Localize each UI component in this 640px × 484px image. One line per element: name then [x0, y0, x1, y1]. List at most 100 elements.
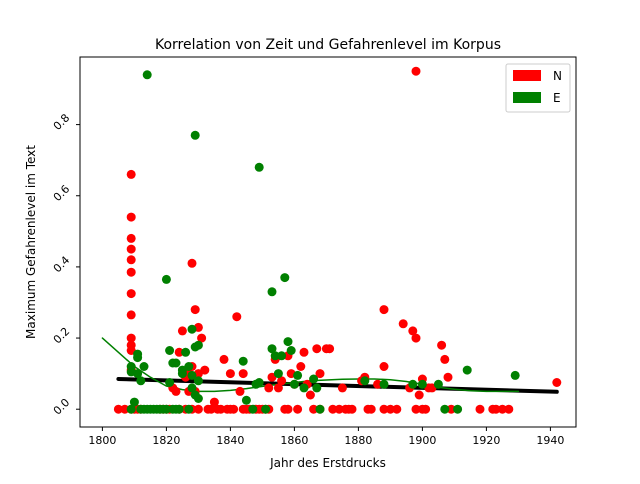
data-point	[187, 383, 197, 393]
data-point	[398, 319, 408, 329]
x-tick-label: 1940	[536, 434, 564, 447]
data-point	[190, 305, 200, 315]
data-point	[417, 379, 427, 389]
data-point	[261, 404, 271, 414]
data-point	[411, 333, 421, 343]
data-point	[510, 370, 520, 380]
data-point	[187, 258, 197, 268]
legend-swatch	[513, 92, 541, 103]
data-point	[309, 404, 319, 414]
x-axis: 1800 1820 1840 1860 1880 1900 1920 1940	[88, 427, 564, 447]
data-point	[347, 404, 357, 414]
data-point	[277, 351, 287, 361]
data-point	[184, 362, 194, 371]
data-point	[120, 404, 130, 414]
data-point	[216, 404, 226, 414]
data-point	[193, 394, 203, 403]
data-point	[392, 404, 402, 414]
axes-background	[80, 57, 576, 427]
data-point	[267, 287, 277, 297]
legend-swatch	[513, 70, 541, 81]
chart-title: Korrelation von Zeit und Gefahrenlevel i…	[155, 37, 501, 53]
data-point	[177, 369, 187, 379]
data-point	[334, 404, 344, 414]
data-point	[139, 362, 149, 371]
data-point	[219, 354, 229, 364]
data-point	[171, 358, 181, 368]
data-point	[129, 397, 139, 407]
data-point	[225, 369, 235, 379]
data-point	[165, 378, 175, 387]
data-point	[161, 274, 171, 284]
data-point	[309, 374, 319, 384]
data-point	[209, 397, 219, 407]
legend-entries: NE	[513, 69, 562, 105]
x-axis-label: Jahr des Erstdrucks	[269, 456, 386, 470]
data-point	[165, 346, 175, 355]
data-point	[206, 404, 216, 414]
data-point	[289, 379, 299, 389]
data-point	[408, 379, 418, 389]
data-point	[411, 66, 421, 76]
data-point	[229, 404, 239, 414]
data-point	[238, 369, 248, 379]
x-tick-label: 1840	[216, 434, 244, 447]
data-point	[296, 362, 306, 371]
data-point	[373, 379, 383, 389]
data-point	[235, 386, 245, 396]
data-point	[126, 404, 136, 414]
data-point	[133, 369, 143, 379]
data-point	[264, 383, 274, 393]
data-point	[312, 383, 322, 393]
data-point	[437, 340, 447, 350]
data-points	[113, 66, 562, 414]
data-point	[184, 404, 194, 414]
data-point	[337, 383, 347, 393]
data-point	[366, 404, 376, 414]
data-point	[270, 351, 280, 361]
data-point	[293, 370, 303, 380]
data-point	[126, 255, 136, 265]
data-point	[187, 370, 197, 380]
plot-area	[79, 56, 577, 428]
data-point	[161, 404, 171, 414]
data-point	[126, 212, 136, 222]
data-point	[174, 404, 184, 414]
data-point	[193, 340, 203, 350]
legend: NE	[505, 63, 571, 113]
data-point	[190, 130, 200, 140]
data-point	[433, 379, 443, 389]
data-point	[408, 326, 418, 336]
x-tick-label: 1920	[472, 434, 500, 447]
data-point	[126, 233, 136, 243]
data-point	[299, 383, 309, 393]
data-point	[453, 404, 463, 414]
data-point	[305, 390, 315, 400]
data-point	[280, 273, 290, 283]
data-point	[411, 404, 421, 414]
data-point	[238, 356, 248, 366]
data-point	[504, 404, 514, 414]
data-point	[283, 404, 293, 414]
x-tick-label: 1880	[344, 434, 372, 447]
data-point	[171, 386, 181, 396]
data-point	[126, 169, 136, 179]
data-point	[187, 324, 197, 334]
legend-label: N	[553, 69, 562, 83]
x-tick-label: 1820	[152, 434, 180, 447]
data-point	[497, 404, 507, 414]
data-point	[293, 404, 303, 414]
data-point	[174, 347, 184, 357]
data-point	[193, 404, 203, 414]
data-point	[443, 372, 453, 382]
data-point	[315, 369, 325, 379]
data-point	[379, 379, 389, 389]
data-point	[385, 404, 395, 414]
data-point	[440, 404, 450, 414]
linear-fit-line	[116, 377, 559, 394]
data-point	[325, 344, 335, 354]
data-point	[421, 404, 431, 414]
data-point	[113, 404, 123, 414]
